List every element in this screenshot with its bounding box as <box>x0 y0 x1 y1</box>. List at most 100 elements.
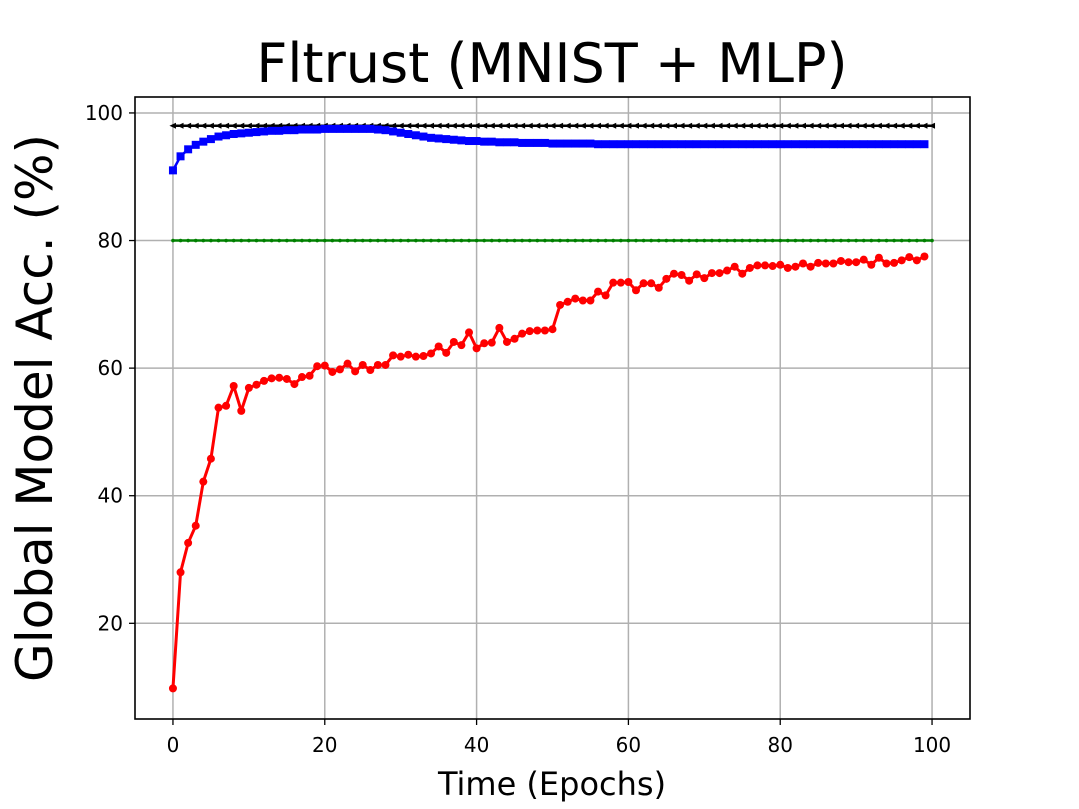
series-1-point-96 <box>897 140 906 149</box>
series-0-point-1 <box>177 122 184 129</box>
series-1-point-97 <box>905 140 914 149</box>
series-2-point-3 <box>193 238 198 243</box>
series-3-point-27 <box>373 360 382 369</box>
series-0-point-35 <box>435 122 442 129</box>
series-3-point-74 <box>730 262 739 271</box>
series-1-point-46 <box>518 138 527 147</box>
series-0-point-73 <box>723 122 731 129</box>
series-1-point-76 <box>745 140 754 149</box>
series-2-point-66 <box>672 238 676 243</box>
series-0-point-52 <box>564 122 571 129</box>
series-3-point-98 <box>912 256 921 265</box>
series-0-point-55 <box>586 122 594 129</box>
series-1-point-41 <box>480 137 489 146</box>
series-3-point-75 <box>738 269 747 278</box>
series-3-point-91 <box>859 255 868 264</box>
series-2-point-23 <box>345 238 350 243</box>
series-2-point-53 <box>573 238 578 243</box>
series-3-point-72 <box>715 269 724 278</box>
series-1-point-43 <box>495 138 504 147</box>
series-1-point-19 <box>313 125 322 134</box>
series-3-point-67 <box>677 270 686 279</box>
series-1-point-36 <box>442 135 451 144</box>
series-0-point-91 <box>860 122 867 129</box>
series-3-point-54 <box>578 296 587 305</box>
series-0-point-93 <box>875 122 882 129</box>
series-3-point-12 <box>260 376 269 385</box>
series-1-point-74 <box>730 140 739 149</box>
series-3-point-15 <box>282 374 291 383</box>
series-3-point-84 <box>806 262 815 271</box>
series-1-point-77 <box>753 140 762 149</box>
y-tick-label-4: 100 <box>85 101 123 125</box>
series-0-point-75 <box>738 122 746 129</box>
series-3-point-3 <box>191 521 200 530</box>
series-3-point-78 <box>761 261 770 270</box>
series-3-point-70 <box>700 274 709 283</box>
series-2-point-84 <box>808 238 813 243</box>
series-2-point-18 <box>307 238 312 243</box>
series-0-point-41 <box>480 122 488 129</box>
series-2-point-81 <box>786 238 790 243</box>
series-2-point-78 <box>763 238 767 243</box>
series-1-point-80 <box>776 140 785 149</box>
series-0-point-49 <box>541 122 548 129</box>
series-0-point-33 <box>419 122 427 129</box>
series-0-point-95 <box>890 122 898 129</box>
series-1-point-31 <box>404 130 413 139</box>
series-0-point-98 <box>913 122 920 129</box>
series-0-point-8 <box>230 122 237 129</box>
series-1-point-22 <box>335 124 344 133</box>
series-1-point-39 <box>465 137 473 146</box>
series-2-point-20 <box>322 238 327 243</box>
series-0-point-43 <box>495 122 503 129</box>
series-0-point-78 <box>761 122 769 129</box>
series-2-point-63 <box>649 238 653 243</box>
y-tick-label-3: 80 <box>98 229 123 253</box>
series-3-point-89 <box>844 258 853 267</box>
series-1-point-87 <box>829 140 838 149</box>
series-1-point-10 <box>244 128 253 137</box>
series-0-point-53 <box>571 122 579 129</box>
series-1-point-40 <box>472 137 481 146</box>
series-2-point-27 <box>376 238 380 243</box>
series-1-point-9 <box>237 129 246 138</box>
series-1-point-50 <box>548 139 557 148</box>
series-1-point-12 <box>260 127 269 136</box>
series-2-point-49 <box>543 238 547 243</box>
series-1-point-25 <box>358 124 367 133</box>
series-2-point-52 <box>565 238 570 243</box>
series-2-point-15 <box>285 238 289 243</box>
series-2-point-69 <box>694 238 699 243</box>
y-tick-label-2: 60 <box>98 356 123 380</box>
series-0-point-60 <box>624 122 632 129</box>
series-1-point-98 <box>912 140 921 149</box>
series-1-point-51 <box>556 139 565 148</box>
series-3-point-28 <box>381 360 390 369</box>
series-0-point-62 <box>640 122 647 129</box>
series-2-point-62 <box>641 238 646 243</box>
series-2-point-90 <box>854 238 858 243</box>
series-1-point-5 <box>206 135 215 144</box>
series-0-point-0 <box>169 122 176 129</box>
series-1-point-99 <box>920 140 929 149</box>
series-2-point-99 <box>922 238 927 243</box>
series-0-point-29 <box>389 122 397 129</box>
series-3-point-83 <box>799 259 807 268</box>
series-0-point-77 <box>753 122 761 129</box>
series-0-point-59 <box>617 122 624 129</box>
series-1-point-37 <box>449 135 458 144</box>
series-2-point-75 <box>740 238 745 243</box>
series-1-point-70 <box>700 140 709 149</box>
series-1-point-86 <box>821 140 830 149</box>
series-1-point-21 <box>328 124 337 133</box>
series-2 <box>171 238 934 243</box>
series-3-point-21 <box>328 367 337 376</box>
series-0-point-51 <box>556 122 564 129</box>
series-2-point-76 <box>748 238 752 243</box>
series-3-point-33 <box>419 352 428 361</box>
series-3-point-71 <box>707 269 716 278</box>
series-1-point-90 <box>852 140 861 149</box>
series-1-point-16 <box>290 126 299 135</box>
series-1-point-89 <box>844 140 853 149</box>
